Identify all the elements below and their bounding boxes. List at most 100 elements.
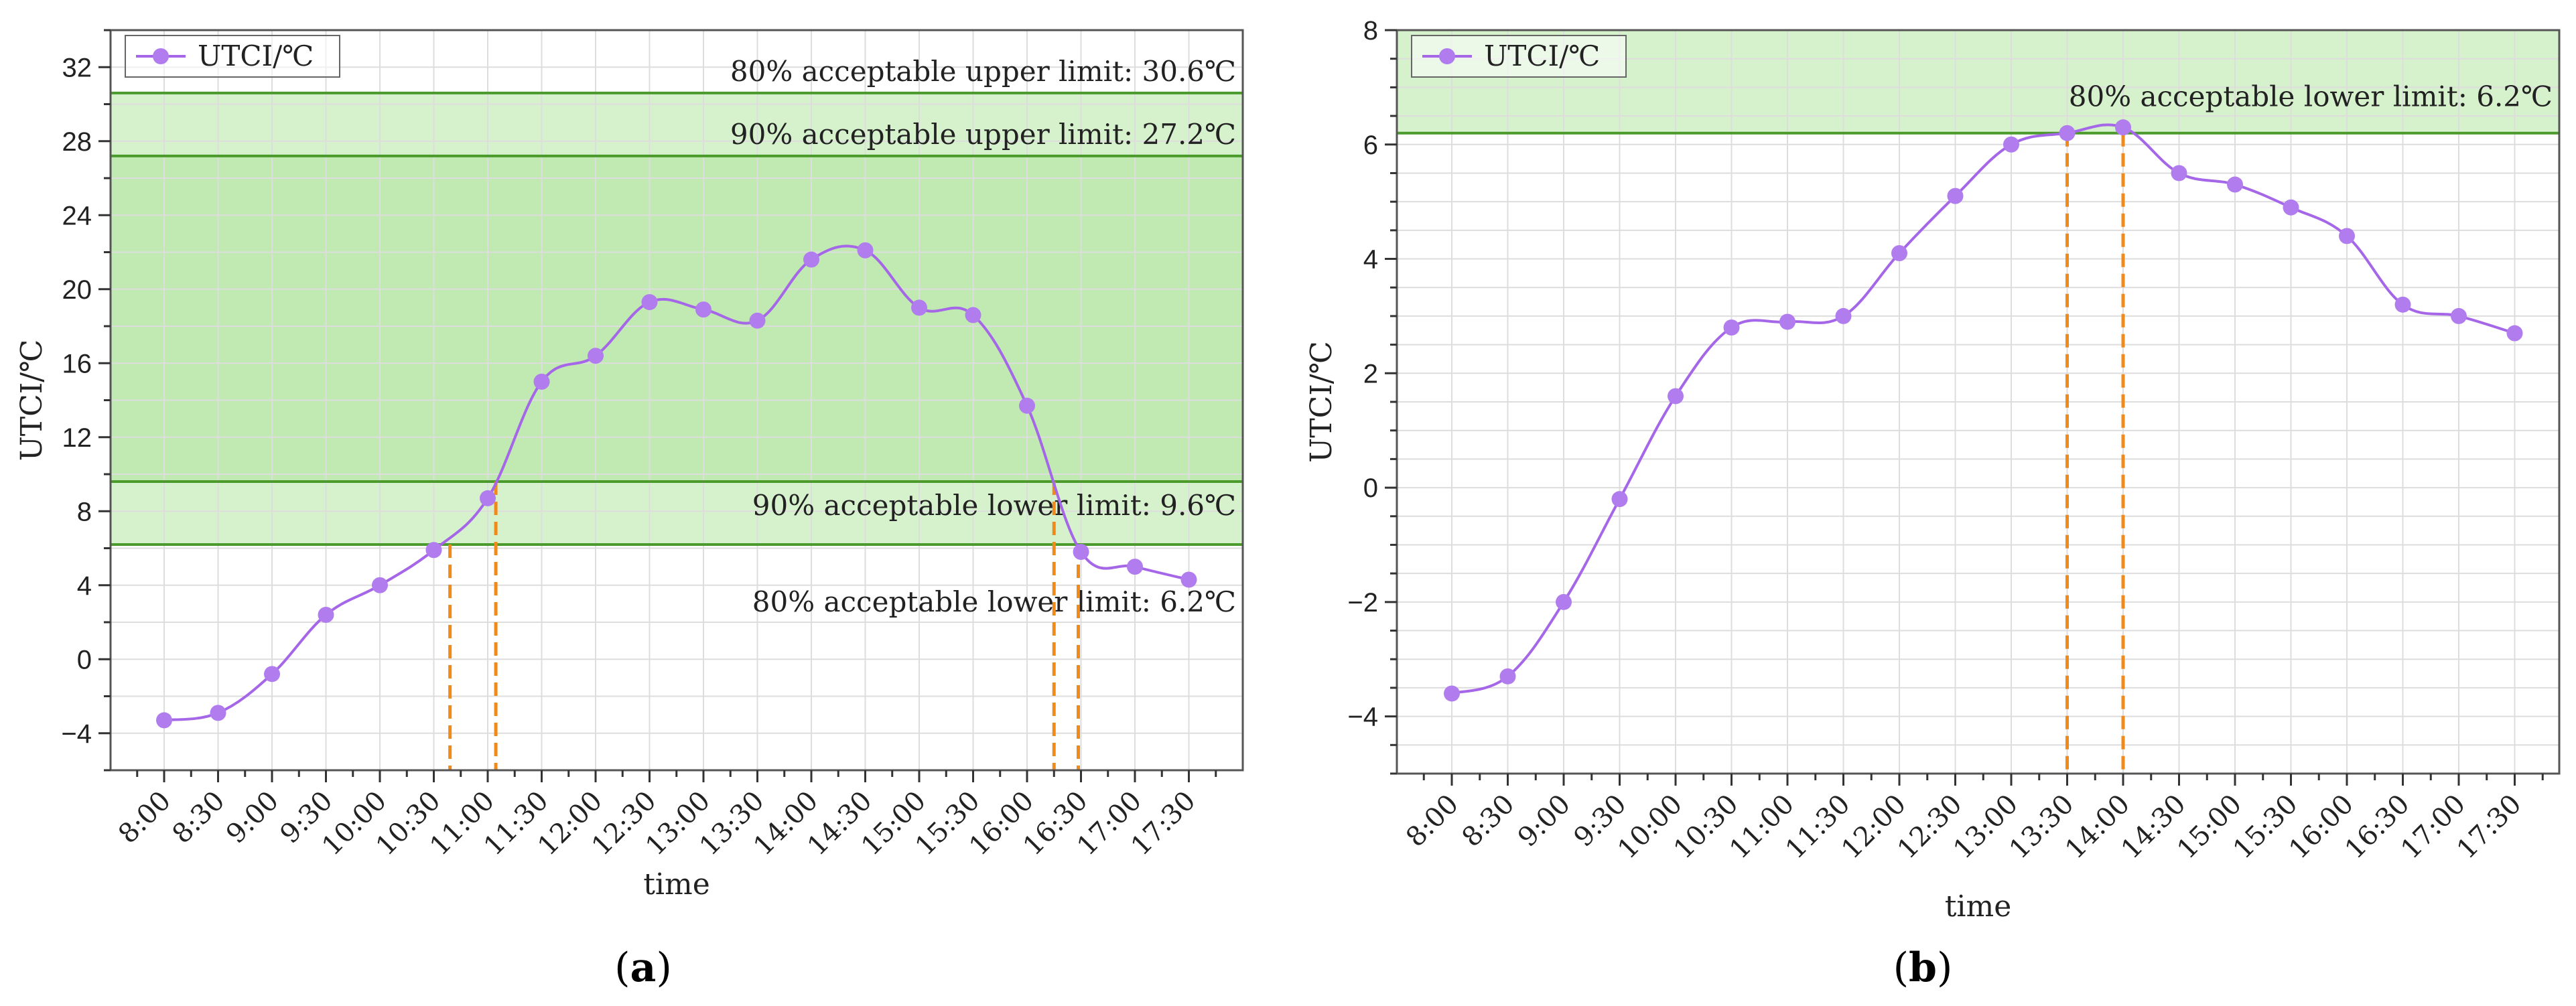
caption-a: (a) [614,944,672,991]
data-point [1556,593,1572,610]
data-point [425,542,442,559]
data-point [372,577,388,593]
x-tick-label: 14:30 [2116,789,2192,865]
data-point [1947,188,1964,204]
x-tick-label: 11:00 [1724,789,1800,865]
data-point [1073,544,1089,561]
data-point [857,242,874,259]
data-point [2171,165,2187,182]
x-tick-label: 16:00 [2283,789,2360,865]
x-tick-label: 8:00 [113,786,177,850]
y-tick-label: 12 [62,423,92,453]
limit-label: 80% acceptable upper limit: 30.6℃ [730,55,1236,88]
data-point [2506,325,2523,342]
y-axis-label: UTCI/℃ [1304,341,1339,463]
x-tick-label: 13:00 [1948,789,2024,865]
data-point [2451,307,2467,324]
x-tick-label: 14:00 [2059,789,2136,865]
legend: UTCI/℃ [1411,35,1627,78]
data-point [803,251,819,268]
data-point [2115,119,2131,136]
y-tick-label: 2 [1363,359,1378,388]
data-point [1723,319,1740,336]
data-point [264,666,280,682]
y-tick-label: 8 [77,497,92,526]
panel-b: 80% acceptable lower limit: 6.2℃ −4 −2 0 2 4 6… [1290,0,2576,1006]
y-tick-label: 0 [1363,474,1378,503]
y-tick-label: 8 [1363,16,1378,46]
data-point [911,299,927,316]
acceptable-band-1 [111,155,1243,482]
data-point [2394,296,2411,313]
x-tick-label: 16:30 [2340,789,2416,865]
x-tick-label: 10:30 [1668,789,1745,865]
y-tick-label: 32 [62,53,92,82]
legend-label: UTCI/℃ [1484,40,1600,72]
data-point [2227,176,2243,193]
legend-label: UTCI/℃ [198,40,314,72]
data-point [480,490,496,506]
limit-label: 90% acceptable upper limit: 27.2℃ [730,118,1236,151]
x-tick-label: 15:30 [2228,789,2304,865]
data-point [1835,307,1852,324]
panel-a: 80% acceptable upper limit: 30.6℃ 90% acc… [15,29,1244,991]
x-tick-label: 8:00 [1400,789,1465,853]
x-axis-label: time [643,867,710,902]
data-point [588,348,604,364]
data-point [1444,685,1460,702]
y-tick-label: 24 [62,201,92,230]
y-tick-label: 28 [62,127,92,157]
x-tick-label: 13:30 [2004,789,2080,865]
x-tick-label: 12:30 [1892,789,1968,865]
y-tick-label: 4 [1363,245,1378,275]
chart-b: 80% acceptable lower limit: 6.2℃ −4 −2 0 2 4 6… [1304,16,2561,924]
chart-a: 80% acceptable upper limit: 30.6℃ 90% acc… [15,29,1244,902]
data-point [2003,136,2019,153]
x-tick-label: 8:30 [167,786,231,850]
y-tick-label: 0 [77,645,92,674]
data-point [210,705,226,721]
x-tick-label: 11:30 [1780,789,1856,865]
data-point [1499,668,1516,685]
series-line [1451,123,2516,695]
limit-label: 80% acceptable lower limit: 6.2℃ [752,585,1236,618]
data-point [2339,228,2355,244]
y-tick-label: 4 [77,571,92,601]
legend-box [1411,35,1627,78]
legend-marker-swatch [153,48,169,64]
x-tick-label: 17:30 [2451,789,2528,865]
x-axis-label: time [1945,889,2012,924]
data-point [2283,199,2299,216]
x-tick-label: 9:00 [1512,789,1576,853]
x-tick-label: 10:00 [1612,789,1688,865]
data-point [318,606,334,623]
y-tick-label: −4 [1347,703,1378,732]
data-point [533,373,550,390]
y-tick-label: −4 [61,719,92,749]
legend: UTCI/℃ [125,35,340,78]
y-axis-label: UTCI/℃ [15,340,49,461]
data-point [1127,559,1143,575]
data-point [156,712,172,729]
limit-label: 90% acceptable lower limit: 9.6℃ [752,489,1236,522]
y-tick-label: 6 [1363,131,1378,160]
data-point [2059,125,2076,141]
limit-label: 80% acceptable lower limit: 6.2℃ [2069,80,2553,113]
data-point [965,307,981,324]
data-point [1891,245,1907,261]
legend-marker-swatch [1439,48,1455,64]
x-tick-label: 8:30 [1456,789,1521,853]
y-tick-label: 20 [62,275,92,305]
x-tick-label: 9:00 [220,786,285,850]
data-point [695,301,711,318]
x-tick-label: 17:00 [2395,789,2471,865]
y-tick-label: −2 [1347,588,1378,618]
data-point [641,294,658,311]
data-point [749,312,766,329]
data-point [1180,571,1197,588]
caption-b: (b) [1893,944,1953,991]
x-tick-label: 12:00 [1836,789,1912,865]
x-tick-label: 15:00 [2171,789,2248,865]
data-point [1668,388,1684,405]
data-point [1019,397,1035,414]
